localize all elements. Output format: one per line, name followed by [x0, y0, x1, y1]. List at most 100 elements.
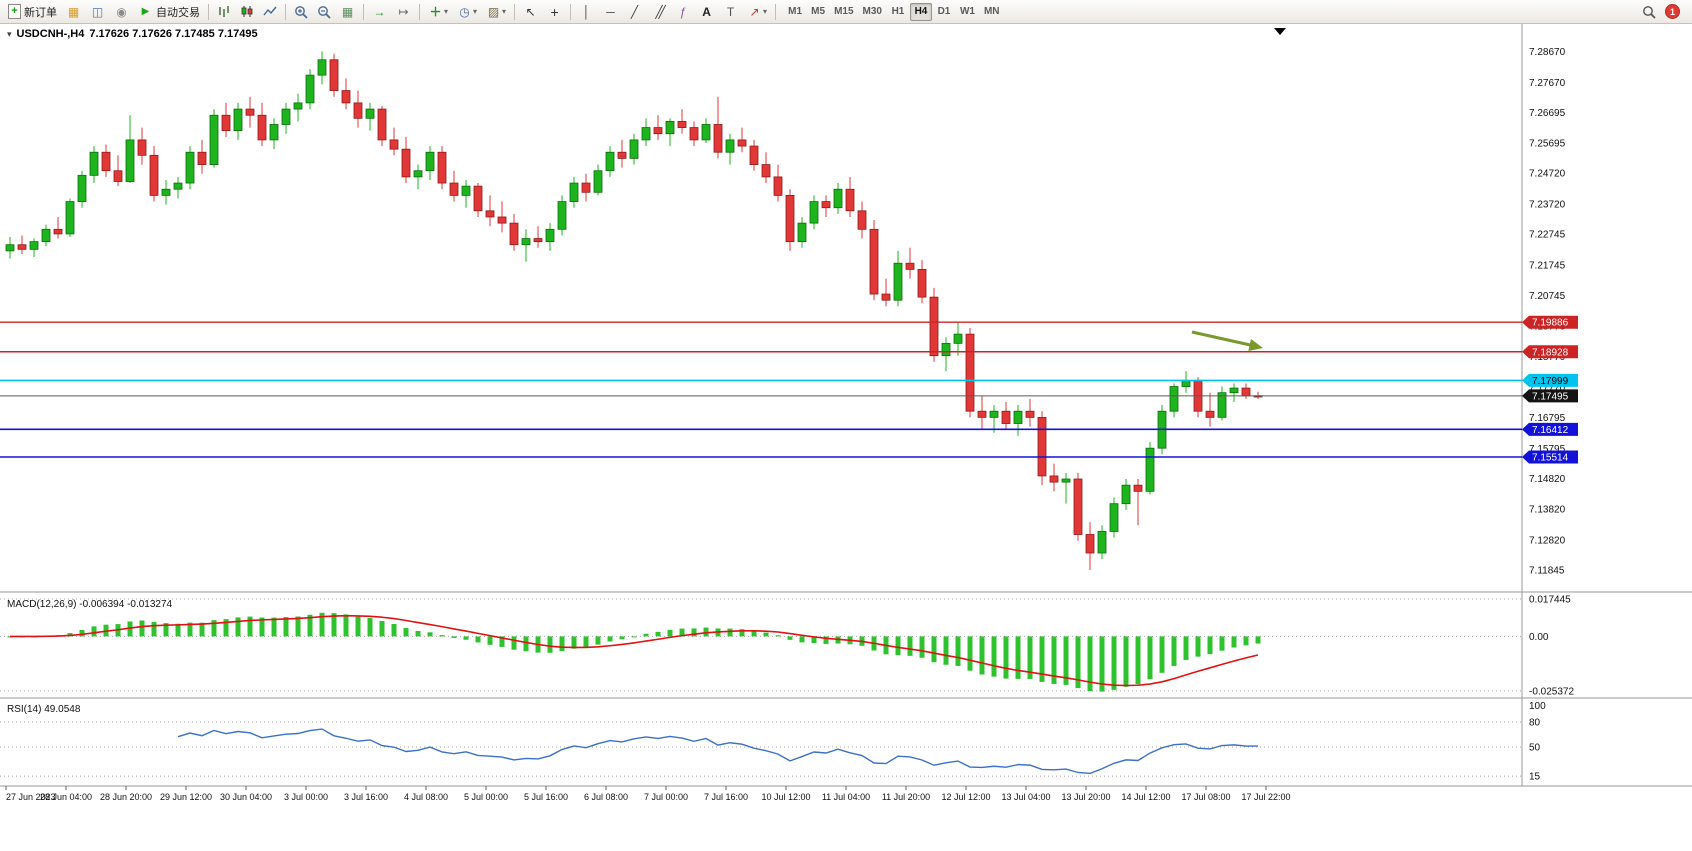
bear-candle [257, 114, 267, 141]
macd-histogram-bar [331, 613, 337, 637]
bull-candle [941, 342, 951, 357]
bear-candle [149, 154, 159, 196]
profile-button[interactable]: ◫ [86, 2, 109, 22]
bear-candle [473, 185, 483, 212]
crosshair-button[interactable]: + [543, 2, 566, 22]
window-collapse-icon[interactable]: ▾ [7, 28, 12, 39]
svg-text:5 Jul 16:00: 5 Jul 16:00 [524, 792, 568, 802]
indicators-button[interactable]: ＋ ▾ [424, 2, 452, 22]
macd-histogram-bar [79, 629, 85, 637]
bull-candle [557, 201, 567, 230]
macd-histogram-bar [679, 628, 685, 637]
bar-chart-button[interactable] [213, 2, 235, 22]
macd-histogram-bar [1123, 636, 1129, 687]
autotrade-button[interactable]: ▶ 自动交易 [134, 2, 204, 22]
new-order-button[interactable]: + 新订单 [4, 2, 61, 22]
bear-candle [1241, 387, 1251, 397]
bear-candle [653, 127, 663, 135]
svg-text:7.28670: 7.28670 [1529, 47, 1566, 58]
macd-histogram-bar [631, 636, 637, 638]
trend-arrow[interactable] [1191, 330, 1258, 349]
macd-histogram-bar [511, 636, 517, 650]
bull-candle [1097, 531, 1107, 554]
bull-candle [569, 182, 579, 202]
hline-tag [1522, 345, 1578, 359]
bull-candle [209, 114, 219, 165]
chart-symbol-period: USDCNH-,H4 [16, 28, 85, 40]
chart-shift-marker[interactable] [1274, 28, 1286, 35]
svg-text:17 Jul 08:00: 17 Jul 08:00 [1181, 792, 1230, 802]
macd-histogram-bar [643, 633, 649, 637]
macd-histogram-bar [91, 626, 97, 637]
search-button[interactable] [1638, 2, 1660, 22]
arrows-tool-button[interactable]: ↗ ▾ [743, 2, 771, 22]
macd-histogram-bar [943, 636, 949, 665]
zoom-in-button[interactable] [290, 2, 312, 22]
chart-window-button[interactable]: ▦ [62, 2, 85, 22]
bull-candle [1061, 478, 1071, 483]
zoom-out-button[interactable] [313, 2, 335, 22]
line-chart-button[interactable] [259, 2, 281, 22]
text-label-button[interactable]: T [719, 2, 742, 22]
macd-histogram-bar [739, 629, 745, 637]
timeframe-button-m30[interactable]: M30 [862, 6, 882, 17]
text-tool-button[interactable]: A [695, 2, 718, 22]
bull-candle [413, 170, 423, 178]
svg-text:29 Jun 12:00: 29 Jun 12:00 [160, 792, 212, 802]
channel-button[interactable]: ╱╱ [647, 2, 670, 22]
notification-badge[interactable]: 1 [1665, 4, 1680, 19]
text-tool-icon: A [702, 4, 711, 19]
bull-candle [29, 241, 39, 250]
periods-button[interactable]: ◷ ▾ [453, 2, 481, 22]
macd-histogram-bar [1183, 636, 1189, 660]
macd-histogram-bar [775, 635, 781, 637]
macd-histogram-bar [751, 630, 757, 637]
timeframe-button-w1[interactable]: W1 [959, 6, 975, 17]
svg-text:7.20745: 7.20745 [1529, 291, 1566, 302]
svg-text:7.21745: 7.21745 [1529, 260, 1566, 271]
tile-windows-button[interactable]: ▦ [336, 2, 359, 22]
svg-text:7.25695: 7.25695 [1529, 139, 1566, 150]
timeframe-button-m5[interactable]: M5 [811, 6, 826, 17]
timeframe-button-d1[interactable]: D1 [937, 6, 951, 17]
chart-canvas[interactable]: 7.28670 7.27670 7.26695 7.25695 7.24720 7.237… [0, 24, 1692, 851]
bear-candle [497, 216, 507, 224]
macd-histogram-bar [895, 636, 901, 656]
macd-histogram-bar [1243, 636, 1249, 646]
macd-histogram-bar [355, 616, 361, 637]
macd-histogram-bar [799, 636, 805, 643]
fibonacci-button[interactable]: ƒ [671, 2, 694, 22]
macd-histogram-bar [127, 621, 133, 637]
community-button[interactable]: ◉ [110, 2, 133, 22]
svg-text:7.22745: 7.22745 [1529, 230, 1566, 241]
timeframe-button-m15[interactable]: M15 [834, 6, 854, 17]
timeframe-button-mn[interactable]: MN [983, 6, 1000, 17]
bear-candle [377, 108, 387, 141]
cursor-button[interactable]: ↖ [519, 2, 542, 22]
trend-arrow-head [1248, 339, 1263, 351]
vertical-line-button[interactable]: │ [575, 2, 598, 22]
macd-histogram-bar [271, 617, 277, 637]
timeframe-button-m1[interactable]: M1 [788, 6, 803, 17]
timeframe-button-h1[interactable]: H1 [891, 6, 905, 17]
bull-candle [629, 139, 639, 159]
auto-scroll-icon: → [373, 4, 386, 19]
auto-scroll-button[interactable]: → [368, 2, 391, 22]
svg-text:11 Jul 04:00: 11 Jul 04:00 [822, 792, 870, 802]
bear-candle [353, 102, 363, 119]
svg-text:7.15514: 7.15514 [1532, 453, 1569, 464]
svg-text:3 Jul 00:00: 3 Jul 00:00 [284, 792, 328, 802]
chart-shift-button[interactable]: ↦ [392, 2, 415, 22]
candlestick-chart-button[interactable] [236, 2, 258, 22]
templates-button[interactable]: ▨ ▾ [482, 2, 510, 22]
bear-candle [1085, 534, 1095, 554]
bull-candle [1013, 410, 1023, 424]
timeframe-button-h4[interactable]: H4 [909, 2, 932, 21]
macd-histogram-bar [175, 623, 181, 637]
macd-histogram-bar [655, 631, 661, 637]
vertical-line-icon: │ [582, 4, 591, 19]
trendline-button[interactable]: ╱ [623, 2, 646, 22]
svg-text:7.18928: 7.18928 [1532, 347, 1569, 358]
horizontal-line-button[interactable]: ─ [599, 2, 622, 22]
bear-candle [245, 108, 255, 116]
